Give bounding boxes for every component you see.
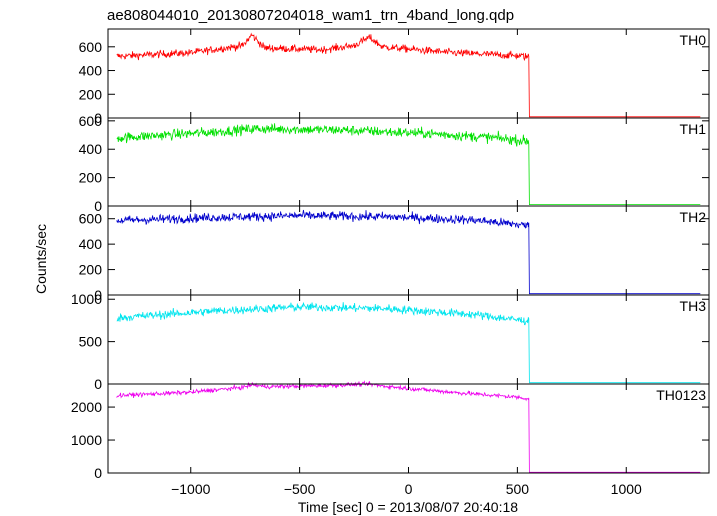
y-tick-label: 200 [79,86,103,102]
y-tick-label: 1000 [71,291,102,307]
y-axis-label: Counts/sec [33,224,49,294]
panel-label: TH0 [680,32,707,48]
panel-label: TH0123 [656,387,706,403]
y-tick-label: 600 [79,211,103,227]
panel-th3: 0 500 1000 TH3 [71,291,710,392]
panel-frame [107,28,710,119]
y-tick-label: 2000 [71,399,102,415]
panel-label: TH2 [680,209,707,225]
panel-label: TH3 [680,298,707,314]
panel-label: TH1 [680,121,707,137]
x-tick-label: −500 [284,481,316,497]
series-line-th1 [116,123,701,205]
panel-th0: 0 200 400 600 TH0 [79,28,710,126]
y-tick-label: 400 [79,63,103,79]
series-line-th3 [116,302,701,384]
y-tick-label: 1000 [71,432,102,448]
y-tick-label: 0 [94,287,102,303]
panel-th1: 0 200 400 600 TH1 [79,113,710,214]
y-tick-label: 0 [94,376,102,392]
panel-th2: 0 200 400 600 TH2 [79,205,710,303]
x-tick-label: 0 [405,481,413,497]
series-line-th0123 [116,380,701,473]
series-line-th0 [116,32,701,118]
y-tick-label: 0 [94,110,102,126]
x-tick-label: −1000 [171,481,211,497]
y-tick-label: 200 [79,170,103,186]
y-tick-label: 0 [94,198,102,214]
y-tick-label: 0 [94,465,102,481]
x-tick-label: 500 [506,481,530,497]
y-tick-label: 600 [79,113,103,129]
panel-th0123: 0 1000 2000 TH0123 [71,380,710,481]
x-tick-label: 1000 [611,481,642,497]
panel-frame [107,383,710,474]
y-tick-label: 600 [79,39,103,55]
chart-title: ae808044010_20130807204018_wam1_trn_4ban… [107,7,514,24]
x-axis-label: Time [sec] 0 = 2013/08/07 20:40:18 [298,499,518,515]
y-tick-label: 500 [79,334,103,350]
y-tick-label: 400 [79,141,103,157]
y-tick-label: 200 [79,262,103,278]
y-tick-label: 400 [79,236,103,252]
series-line-th2 [116,209,701,295]
